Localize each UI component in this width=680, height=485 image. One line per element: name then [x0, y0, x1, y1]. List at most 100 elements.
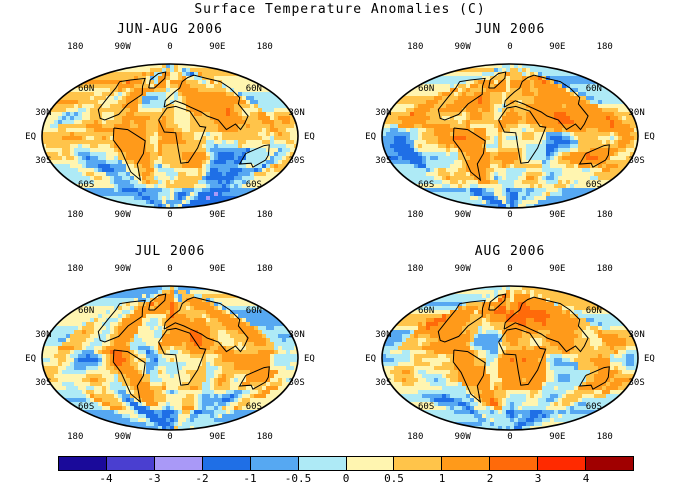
coastlines — [437, 293, 610, 404]
lon-label: 0 — [507, 264, 512, 274]
lon-label: 180 — [597, 264, 613, 274]
panel-jun-aug: JUN-AUG 2006 180 180 90W 90W 0 0 90E 90E 180 180 6… — [0, 22, 340, 242]
world-map: 180 180 90W 90W 0 0 90E 90E 180 180 60N 60N 30N 30N EQ… — [25, 42, 315, 220]
lon-label: 90W — [455, 42, 472, 52]
lon-label: 90W — [115, 264, 132, 274]
lon-label: 90W — [455, 432, 472, 442]
lon-label: 90E — [549, 210, 565, 220]
lon-label: 90W — [115, 432, 132, 442]
lon-label: 90E — [209, 264, 225, 274]
lat-label: 60N — [246, 306, 262, 316]
lat-label: 30N — [35, 330, 51, 340]
lat-label: 30S — [288, 378, 304, 388]
coastlines — [97, 293, 270, 404]
lat-label: 60N — [78, 306, 94, 316]
lat-label: 30S — [628, 378, 644, 388]
panel-title: JUN-AUG 2006 — [117, 22, 223, 37]
lon-label: 0 — [167, 42, 172, 52]
colorbar-tick-label: 3 — [534, 472, 542, 485]
colorbar-tick-label: 0 — [342, 472, 350, 485]
world-map: 180 180 90W 90W 0 0 90E 90E 180 180 60N 60N 30N 30N EQ… — [365, 42, 655, 220]
lat-label: 30N — [35, 108, 51, 118]
lat-label: 30S — [288, 156, 304, 166]
lat-label: 60N — [418, 84, 434, 94]
lon-label: 90E — [209, 42, 225, 52]
lon-label: 180 — [407, 42, 423, 52]
lon-label: 90E — [549, 42, 565, 52]
lat-label: 60S — [78, 180, 94, 190]
lon-label: 180 — [407, 210, 423, 220]
lon-label: 180 — [257, 42, 273, 52]
lon-label: 180 — [67, 264, 83, 274]
lon-label: 0 — [507, 432, 512, 442]
colorbar-tick-label: -3 — [147, 472, 161, 485]
colorbar-tick-label: 0.5 — [384, 472, 404, 485]
colorbar-swatch — [490, 457, 539, 470]
world-map: 180 180 90W 90W 0 0 90E 90E 180 180 60N 60N 30N 30N EQ… — [365, 264, 655, 442]
colorbar — [58, 456, 634, 471]
lat-label: EQ — [25, 354, 36, 364]
lat-label: EQ — [644, 132, 655, 142]
colorbar-swatch — [586, 457, 634, 470]
lat-label: EQ — [25, 132, 36, 142]
lon-label: 90E — [209, 432, 225, 442]
lat-label: 60S — [246, 180, 262, 190]
lat-label: 30S — [628, 156, 644, 166]
panel-title: JUN 2006 — [474, 22, 546, 37]
colorbar-swatch — [106, 457, 155, 470]
colorbar-tick-label: 1 — [438, 472, 446, 485]
colorbar-swatch — [250, 457, 299, 470]
lat-label: 30S — [35, 378, 51, 388]
colorbar-tick-label: -0.5 — [284, 472, 312, 485]
lon-label: 180 — [67, 432, 83, 442]
lon-label: 0 — [167, 432, 172, 442]
lon-label: 0 — [167, 264, 172, 274]
lat-label: 60N — [246, 84, 262, 94]
panel-title: AUG 2006 — [474, 244, 546, 259]
coastlines — [437, 71, 610, 182]
colorbar-swatch — [538, 457, 587, 470]
lon-label: 180 — [67, 42, 83, 52]
colorbar-tick-label: -4 — [99, 472, 113, 485]
lat-label: 30S — [375, 156, 391, 166]
colorbar-tick-label: 4 — [582, 472, 590, 485]
colorbar-tick-label: 2 — [486, 472, 494, 485]
lat-label: 60S — [246, 402, 262, 412]
lon-label: 90W — [115, 42, 132, 52]
colorbar-swatch — [59, 457, 107, 470]
colorbar-tick-label: -1 — [243, 472, 257, 485]
lat-label: 60N — [586, 306, 602, 316]
panel-title: JUL 2006 — [134, 244, 206, 259]
panel-jul: JUL 2006 180 180 90W 90W 0 0 90E 90E 180 180 60N 60… — [0, 244, 340, 464]
lon-label: 90W — [115, 210, 132, 220]
lon-label: 180 — [407, 432, 423, 442]
colorbar-tick-label: -2 — [195, 472, 209, 485]
figure-title: Surface Temperature Anomalies (C) — [194, 2, 486, 17]
lat-label: 30N — [288, 330, 304, 340]
lat-label: EQ — [304, 132, 315, 142]
lon-label: 90E — [549, 432, 565, 442]
lon-label: 180 — [67, 210, 83, 220]
lat-label: 30N — [375, 330, 391, 340]
lon-label: 180 — [407, 264, 423, 274]
lat-label: 30N — [288, 108, 304, 118]
lat-label: 30S — [35, 156, 51, 166]
lat-label: 60N — [418, 306, 434, 316]
colorbar-swatch — [346, 457, 395, 470]
lat-label: 30N — [628, 108, 644, 118]
colorbar-swatch — [202, 457, 251, 470]
lat-label: 60S — [78, 402, 94, 412]
lat-label: 60N — [586, 84, 602, 94]
lat-label: 60S — [586, 180, 602, 190]
lon-label: 180 — [257, 264, 273, 274]
lat-label: 30S — [375, 378, 391, 388]
lon-label: 0 — [507, 210, 512, 220]
lon-label: 180 — [257, 432, 273, 442]
lon-label: 180 — [257, 210, 273, 220]
lon-label: 90W — [455, 210, 472, 220]
lat-label: 60S — [586, 402, 602, 412]
lon-label: 90E — [209, 210, 225, 220]
lon-label: 180 — [597, 42, 613, 52]
coastlines — [97, 71, 270, 182]
lon-label: 180 — [597, 210, 613, 220]
